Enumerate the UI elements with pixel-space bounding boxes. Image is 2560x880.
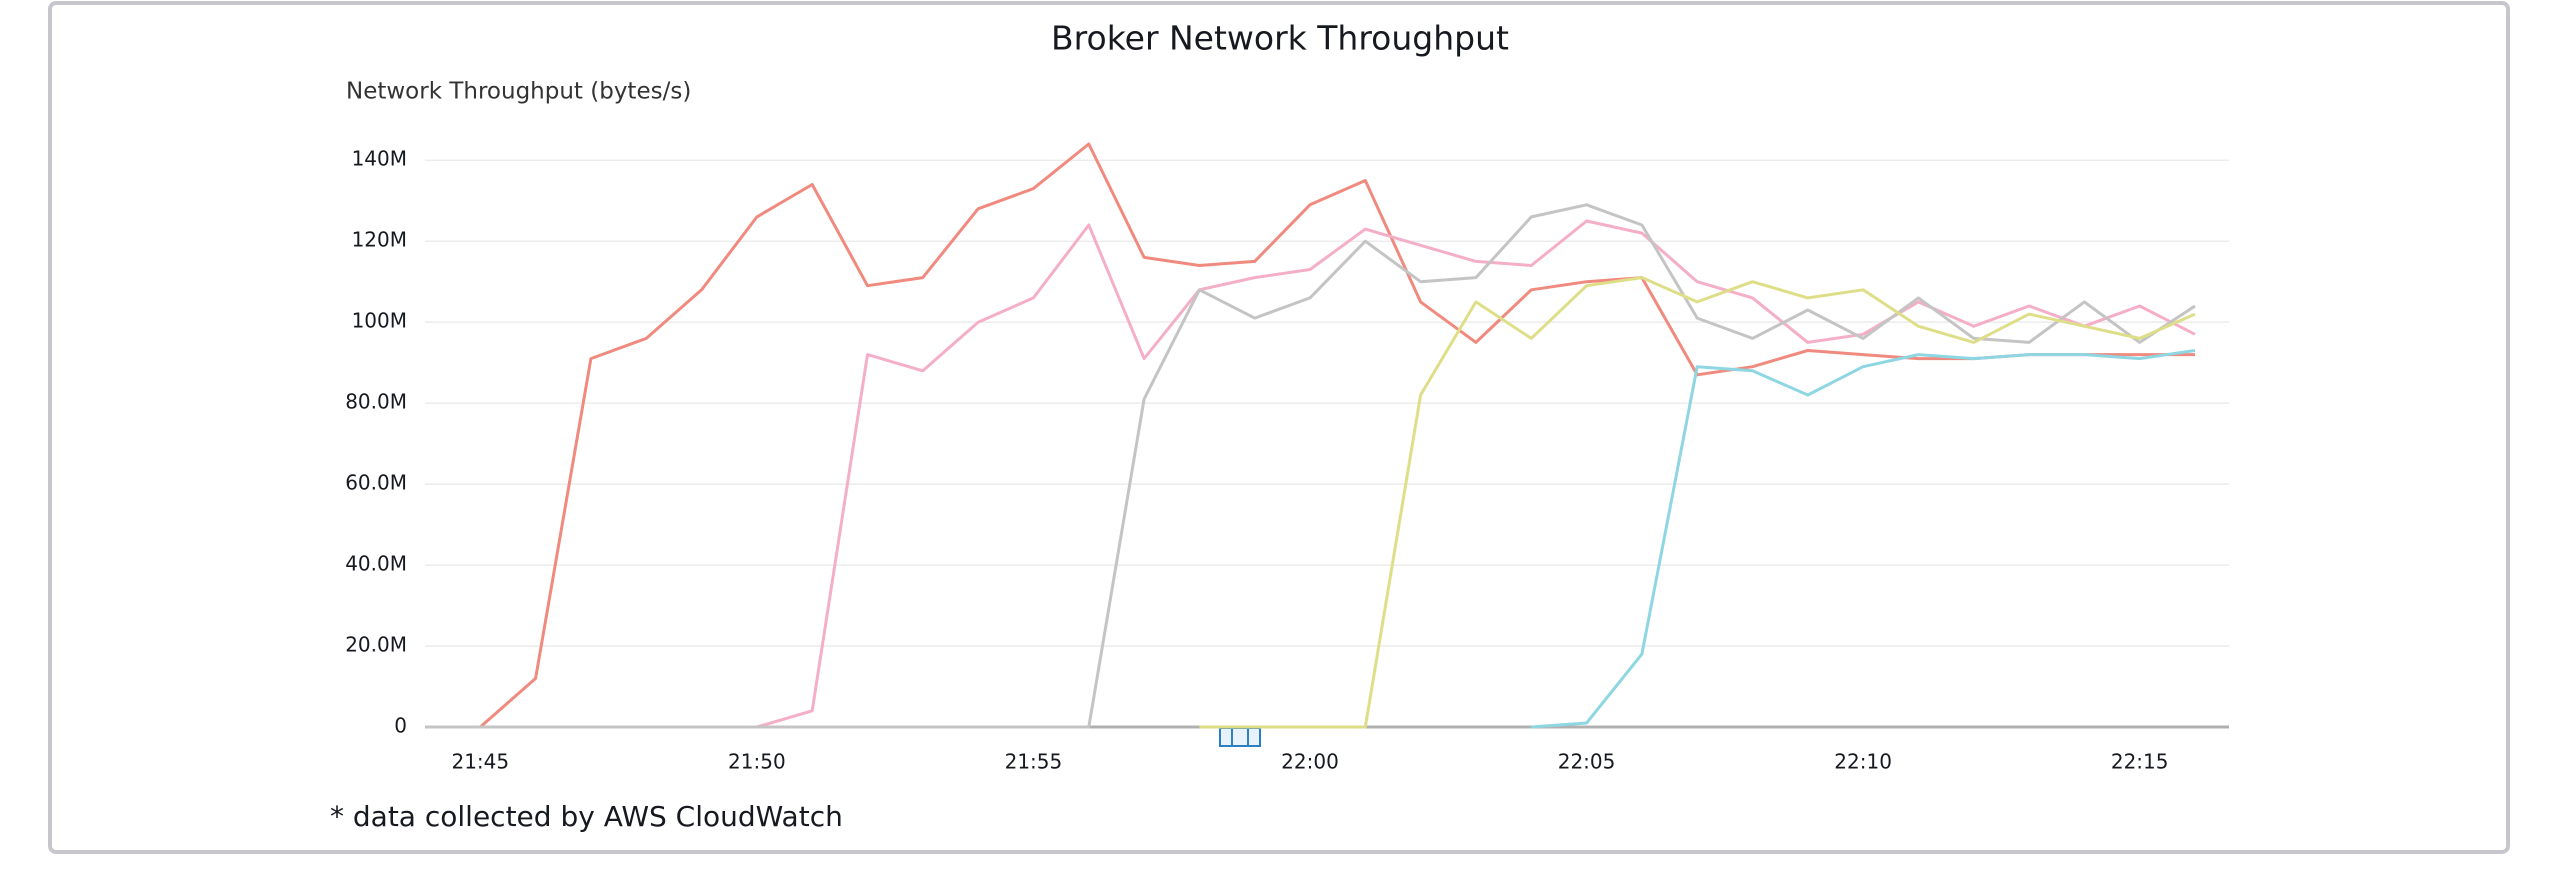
y-tick-label: 140M xyxy=(352,147,407,171)
y-tick-label: 60.0M xyxy=(345,471,407,495)
series-line xyxy=(1199,276,2196,729)
series-line xyxy=(425,203,2196,729)
series-line xyxy=(1531,349,2196,729)
x-tick-label: 21:55 xyxy=(1005,750,1063,774)
scroll-handle[interactable] xyxy=(1219,727,1261,747)
y-tick-label: 100M xyxy=(352,309,407,333)
x-tick-label: 22:05 xyxy=(1558,750,1616,774)
x-tick-label: 22:10 xyxy=(1834,750,1892,774)
y-tick-label: 20.0M xyxy=(345,633,407,657)
x-tick-label: 22:00 xyxy=(1281,750,1339,774)
y-tick-label: 120M xyxy=(352,228,407,252)
y-tick-label: 40.0M xyxy=(345,552,407,576)
y-tick-label: 0 xyxy=(394,714,407,738)
footnote: * data collected by AWS CloudWatch xyxy=(330,800,843,833)
panel-border xyxy=(48,1,2510,854)
x-tick-label: 21:45 xyxy=(451,750,509,774)
x-tick-label: 22:15 xyxy=(2111,750,2169,774)
x-tick-label: 21:50 xyxy=(728,750,786,774)
y-axis-label: Network Throughput (bytes/s) xyxy=(346,79,691,105)
chart-title: Broker Network Throughput xyxy=(1051,19,1509,58)
y-tick-label: 80.0M xyxy=(345,390,407,414)
